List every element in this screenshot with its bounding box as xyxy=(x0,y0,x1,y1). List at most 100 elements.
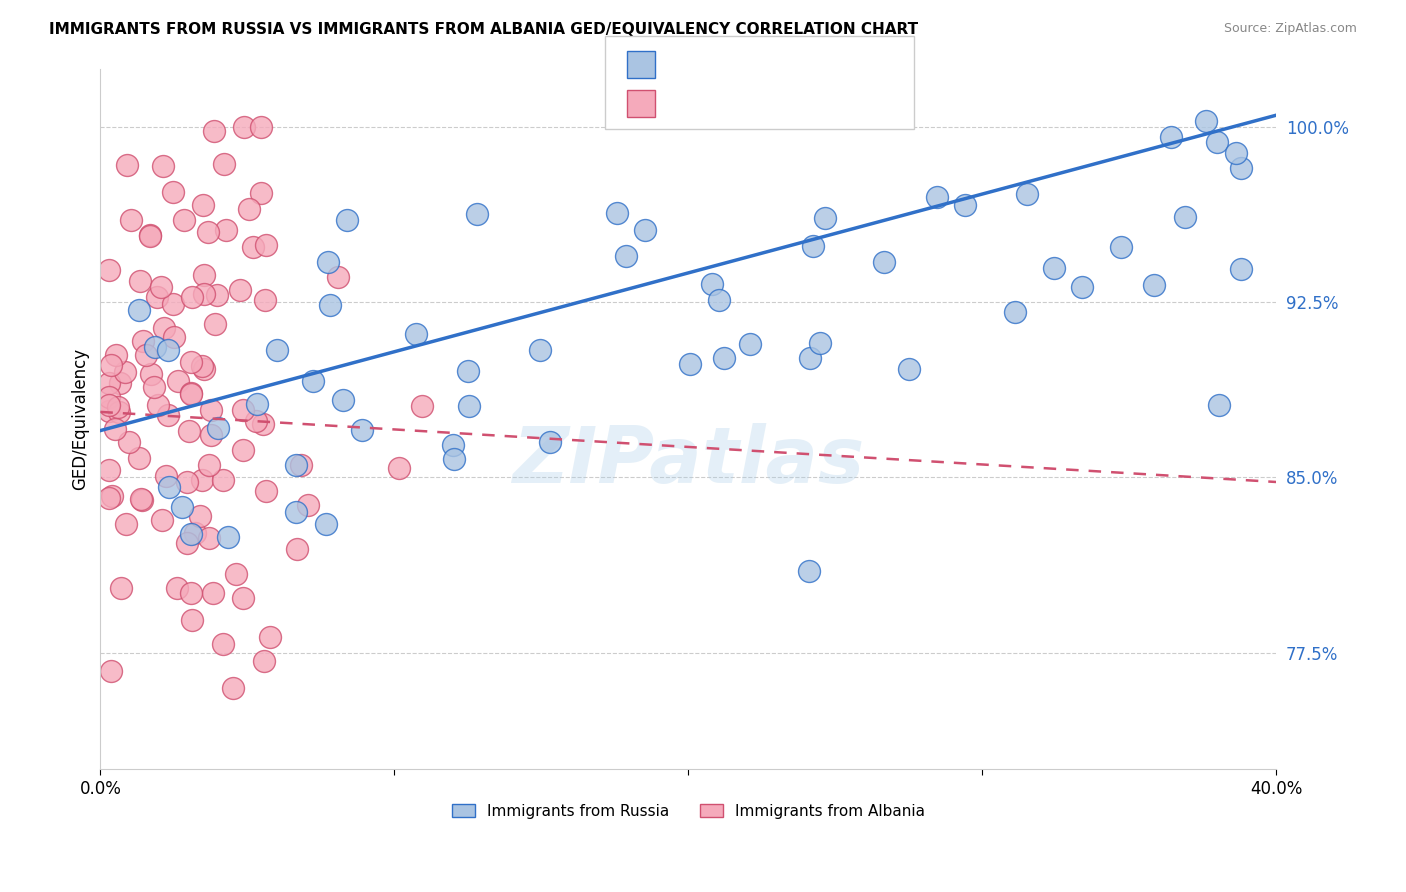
Point xyxy=(198,458,221,473)
Point xyxy=(606,206,628,220)
Point xyxy=(193,286,215,301)
Point xyxy=(142,380,165,394)
Point xyxy=(117,435,139,450)
Point xyxy=(163,330,186,344)
Point xyxy=(98,491,121,505)
Point xyxy=(254,293,277,308)
Point xyxy=(152,321,174,335)
Point xyxy=(98,376,121,390)
Point xyxy=(162,297,184,311)
Point xyxy=(316,255,339,269)
Point xyxy=(898,362,921,376)
Point xyxy=(100,358,122,372)
Point xyxy=(200,403,222,417)
Point xyxy=(614,249,637,263)
Point xyxy=(1174,210,1197,224)
Point xyxy=(104,422,127,436)
Point xyxy=(172,500,194,514)
Point xyxy=(229,283,252,297)
Point xyxy=(873,255,896,269)
Text: IMMIGRANTS FROM RUSSIA VS IMMIGRANTS FROM ALBANIA GED/EQUIVALENCY CORRELATION CH: IMMIGRANTS FROM RUSSIA VS IMMIGRANTS FRO… xyxy=(49,22,918,37)
Point xyxy=(120,213,142,227)
Point xyxy=(176,535,198,549)
Point xyxy=(98,463,121,477)
Point xyxy=(176,475,198,490)
Point xyxy=(232,443,254,458)
Point xyxy=(318,298,340,312)
Point xyxy=(180,387,202,401)
Point xyxy=(114,365,136,379)
Point xyxy=(155,469,177,483)
Point xyxy=(105,348,128,362)
Point xyxy=(953,198,976,212)
Point xyxy=(188,508,211,523)
Point xyxy=(801,238,824,252)
Point xyxy=(193,268,215,282)
Point xyxy=(799,351,821,366)
Point xyxy=(799,564,821,578)
Point xyxy=(200,427,222,442)
Point xyxy=(336,213,359,227)
Point xyxy=(246,397,269,411)
Point xyxy=(156,408,179,422)
Point xyxy=(145,290,167,304)
Point xyxy=(222,681,245,695)
Point xyxy=(700,277,723,292)
Point xyxy=(166,582,188,596)
Point xyxy=(98,398,121,412)
Point xyxy=(150,513,173,527)
Y-axis label: GED/Equivalency: GED/Equivalency xyxy=(72,348,89,490)
Point xyxy=(233,120,256,134)
Point xyxy=(198,531,221,545)
Point xyxy=(529,343,551,357)
Point xyxy=(285,458,308,473)
Point xyxy=(388,460,411,475)
Point xyxy=(129,492,152,507)
Point xyxy=(252,417,274,431)
Point xyxy=(1004,305,1026,319)
Point xyxy=(457,399,479,413)
Point xyxy=(254,238,277,252)
Point xyxy=(180,354,202,368)
Point xyxy=(250,120,273,134)
Point xyxy=(350,423,373,437)
Point xyxy=(1205,135,1227,149)
Text: Source: ZipAtlas.com: Source: ZipAtlas.com xyxy=(1223,22,1357,36)
Point xyxy=(538,435,561,450)
Point xyxy=(135,348,157,362)
Point xyxy=(927,190,949,204)
Point xyxy=(792,108,814,122)
Point xyxy=(205,287,228,301)
Point xyxy=(152,159,174,173)
Point xyxy=(207,421,229,435)
Point xyxy=(180,527,202,541)
Point xyxy=(183,525,205,540)
Point xyxy=(633,223,655,237)
Point xyxy=(259,630,281,644)
Point xyxy=(166,375,188,389)
Point xyxy=(713,351,735,365)
Point xyxy=(1229,262,1251,277)
Point xyxy=(232,591,254,605)
Point xyxy=(1225,146,1247,161)
Point xyxy=(1143,277,1166,292)
Point xyxy=(238,202,260,216)
Point xyxy=(245,414,267,428)
Point xyxy=(191,198,214,212)
Point xyxy=(162,186,184,200)
Point xyxy=(191,359,214,373)
Point xyxy=(141,367,163,381)
Point xyxy=(212,474,235,488)
Point xyxy=(411,399,433,413)
Point xyxy=(249,186,271,201)
Text: ZIPatlas: ZIPatlas xyxy=(512,423,865,499)
Point xyxy=(810,335,832,350)
Point xyxy=(204,317,226,331)
Point xyxy=(202,124,225,138)
Point xyxy=(465,207,488,221)
Point xyxy=(128,451,150,466)
Point xyxy=(201,585,224,599)
Point xyxy=(128,302,150,317)
Point xyxy=(157,480,180,494)
Point xyxy=(315,517,337,532)
